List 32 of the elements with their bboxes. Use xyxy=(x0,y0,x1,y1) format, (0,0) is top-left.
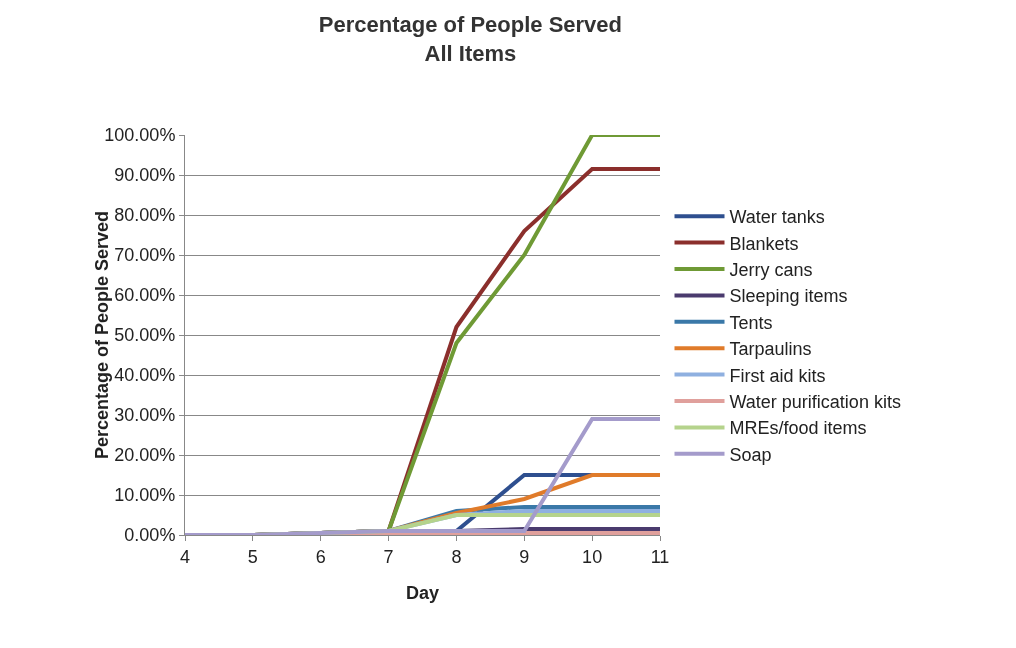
legend-label: Jerry cans xyxy=(729,260,813,281)
x-tick-label: 8 xyxy=(451,546,462,567)
y-tick-label: 40.00% xyxy=(114,365,176,386)
x-tick-label: 9 xyxy=(519,546,530,567)
legend-label: Sleeping items xyxy=(729,286,848,307)
x-tick-label: 5 xyxy=(247,546,258,567)
y-tick-label: 100.00% xyxy=(104,125,176,146)
legend-label: Tarpaulins xyxy=(729,339,812,360)
legend-label: First aid kits xyxy=(729,365,826,386)
legend-label: MREs/food items xyxy=(729,418,867,439)
y-tick-label: 60.00% xyxy=(114,285,176,306)
x-tick-label: 10 xyxy=(582,546,603,567)
y-tick-label: 70.00% xyxy=(114,245,176,266)
x-tick-label: 11 xyxy=(650,546,670,567)
x-tick-label: 6 xyxy=(315,546,326,567)
y-tick-label: 20.00% xyxy=(114,445,176,466)
y-tick-label: 80.00% xyxy=(114,205,176,226)
x-tick-label: 4 xyxy=(179,546,191,567)
x-tick-label: 7 xyxy=(383,546,394,567)
x-axis-title: Day xyxy=(405,583,440,603)
legend-label: Water tanks xyxy=(729,207,825,228)
legend-label: Water purification kits xyxy=(729,392,901,413)
y-tick-label: 30.00% xyxy=(114,405,176,426)
y-tick-label: 0.00% xyxy=(124,525,176,546)
y-tick-label: 90.00% xyxy=(114,165,176,186)
y-axis-title: Percentage of People Served xyxy=(92,210,113,460)
y-tick-label: 50.00% xyxy=(114,325,176,346)
legend-label: Blankets xyxy=(729,233,799,254)
legend-label: Soap xyxy=(729,444,772,465)
y-tick-label: 10.00% xyxy=(114,485,176,506)
legend-label: Tents xyxy=(729,312,773,333)
chart-title: Percentage of People Served All Items xyxy=(318,12,623,66)
